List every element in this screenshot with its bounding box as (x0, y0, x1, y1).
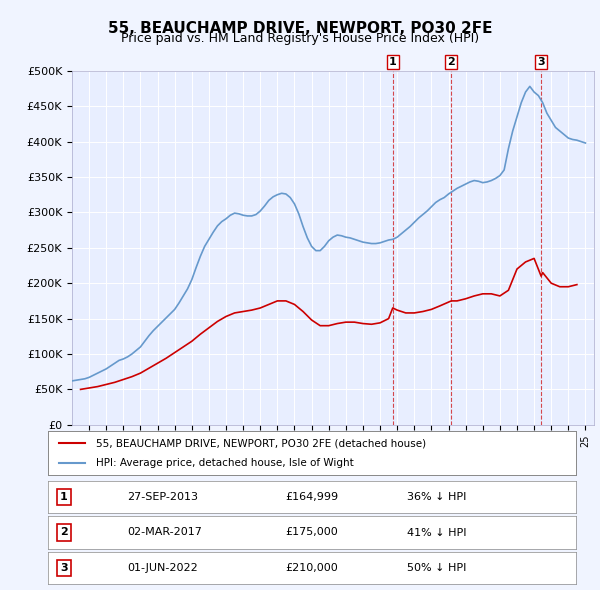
Text: £164,999: £164,999 (286, 492, 339, 502)
Text: 55, BEAUCHAMP DRIVE, NEWPORT, PO30 2FE: 55, BEAUCHAMP DRIVE, NEWPORT, PO30 2FE (108, 21, 492, 35)
Text: 1: 1 (60, 492, 68, 502)
Text: 1: 1 (389, 57, 397, 67)
Text: 3: 3 (60, 563, 68, 573)
Text: 55, BEAUCHAMP DRIVE, NEWPORT, PO30 2FE (detached house): 55, BEAUCHAMP DRIVE, NEWPORT, PO30 2FE (… (95, 438, 425, 448)
Text: £210,000: £210,000 (286, 563, 338, 573)
Text: 27-SEP-2013: 27-SEP-2013 (127, 492, 198, 502)
Text: 36% ↓ HPI: 36% ↓ HPI (407, 492, 466, 502)
Text: 3: 3 (538, 57, 545, 67)
Text: Price paid vs. HM Land Registry's House Price Index (HPI): Price paid vs. HM Land Registry's House … (121, 32, 479, 45)
Text: 41% ↓ HPI: 41% ↓ HPI (407, 527, 467, 537)
Text: 2: 2 (448, 57, 455, 67)
Text: 50% ↓ HPI: 50% ↓ HPI (407, 563, 466, 573)
Text: 01-JUN-2022: 01-JUN-2022 (127, 563, 198, 573)
Text: 2: 2 (60, 527, 68, 537)
Text: HPI: Average price, detached house, Isle of Wight: HPI: Average price, detached house, Isle… (95, 458, 353, 467)
Text: 02-MAR-2017: 02-MAR-2017 (127, 527, 202, 537)
Text: £175,000: £175,000 (286, 527, 338, 537)
